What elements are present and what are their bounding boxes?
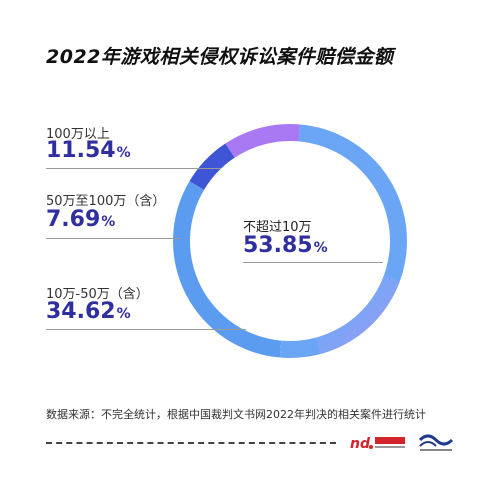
value-100k-500k-number: 34.62 xyxy=(46,299,116,324)
value-over-1m-number: 11.54 xyxy=(46,138,116,163)
wave-logo-icon xyxy=(418,434,454,451)
donut-segment-500k-1m xyxy=(189,143,235,190)
label-over-1m: 100万以上 xyxy=(46,127,110,142)
donut-segment-under-100k-highlight xyxy=(315,275,400,355)
value-500k-1m-unit: % xyxy=(101,214,116,230)
value-under-100k: 53.85% xyxy=(243,233,328,258)
leader-line-100k-500k xyxy=(46,329,246,330)
leader-line-under-100k xyxy=(243,262,383,263)
footer-divider xyxy=(46,442,336,444)
donut-segment-100k-500k xyxy=(172,181,282,358)
donut-segment-over-1m xyxy=(225,124,301,158)
label-500k-1m: 50万至100万（含） xyxy=(46,194,166,209)
nd-logo-icon: nd xyxy=(350,436,405,452)
data-source-note: 数据来源：不完全统计，根据中国裁判文书网2022年判决的相关案件进行统计 xyxy=(46,408,426,421)
svg-text:nd: nd xyxy=(350,436,371,452)
value-over-1m: 11.54% xyxy=(46,138,131,163)
leader-line-over-1m xyxy=(46,168,221,169)
value-100k-500k-unit: % xyxy=(116,306,131,322)
chart-title: 2022年游戏相关侵权诉讼案件赔偿金额 xyxy=(46,46,394,68)
value-over-1m-unit: % xyxy=(116,145,131,161)
value-under-100k-unit: % xyxy=(313,240,328,256)
value-100k-500k: 34.62% xyxy=(46,299,131,324)
label-100k-500k: 10万-50万（含） xyxy=(46,287,149,302)
value-500k-1m: 7.69% xyxy=(46,207,115,232)
label-under-100k: 不超过10万 xyxy=(243,220,312,235)
value-under-100k-number: 53.85 xyxy=(243,233,313,258)
leader-line-500k-1m xyxy=(46,238,181,239)
value-500k-1m-number: 7.69 xyxy=(46,207,101,232)
